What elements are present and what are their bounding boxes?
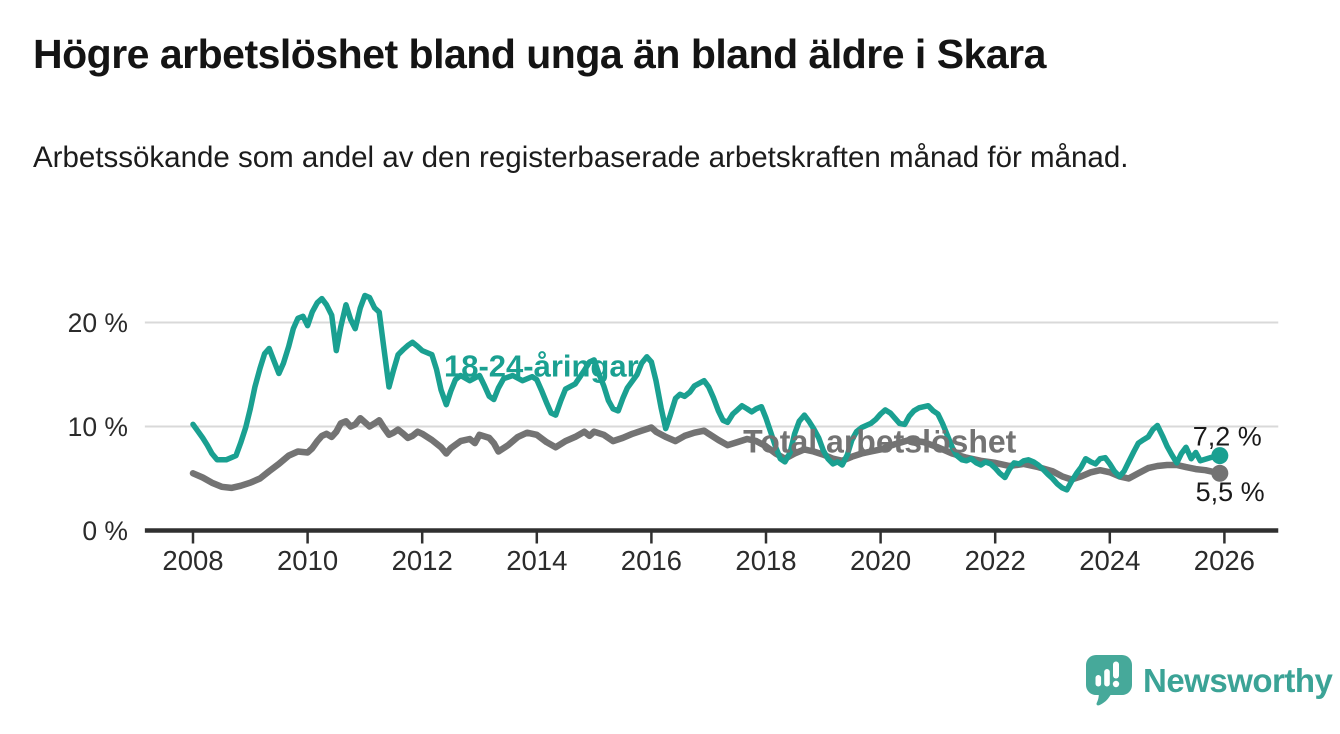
x-tick-label: 2020	[850, 545, 911, 576]
y-tick-label: 0 %	[82, 516, 128, 546]
x-tick-label: 2008	[162, 545, 223, 576]
unemployment-line-chart: 2008 2010 2012 2014 2016 2018 2020 2022 2024 2026…	[68, 292, 1279, 576]
newsworthy-logo: Newsworthy	[1084, 653, 1333, 708]
x-tick-label: 2026	[1194, 545, 1255, 576]
x-tick-label: 2022	[965, 545, 1026, 576]
series-label-total: Total arbetslöshet	[743, 424, 1017, 460]
newsworthy-logo-text: Newsworthy	[1143, 661, 1333, 699]
series-end-dot	[1211, 447, 1229, 465]
x-tick-label: 2018	[735, 545, 796, 576]
page-title: Högre arbetslöshet bland unga än bland ä…	[33, 31, 1046, 77]
x-tick-label: 2016	[621, 545, 682, 576]
y-tick-label: 10 %	[68, 412, 128, 442]
series-line	[190, 292, 1223, 493]
series-end-dot	[1211, 464, 1229, 482]
chart-subtitle: Arbetssökande som andel av den registerb…	[33, 141, 1129, 174]
series-line	[189, 414, 1224, 492]
x-tick-label: 2010	[277, 545, 338, 576]
x-tick-label: 2014	[506, 545, 567, 576]
end-value-label-total: 5,5 %	[1196, 477, 1265, 507]
speech-bubble-bar-chart-icon	[1086, 655, 1132, 706]
end-value-label-young: 7,2 %	[1193, 422, 1262, 452]
y-tick-label: 20 %	[68, 308, 128, 338]
x-tick-label: 2024	[1079, 545, 1140, 576]
x-tick-label: 2012	[392, 545, 453, 576]
series-label-young: 18-24-åringar	[444, 349, 639, 384]
